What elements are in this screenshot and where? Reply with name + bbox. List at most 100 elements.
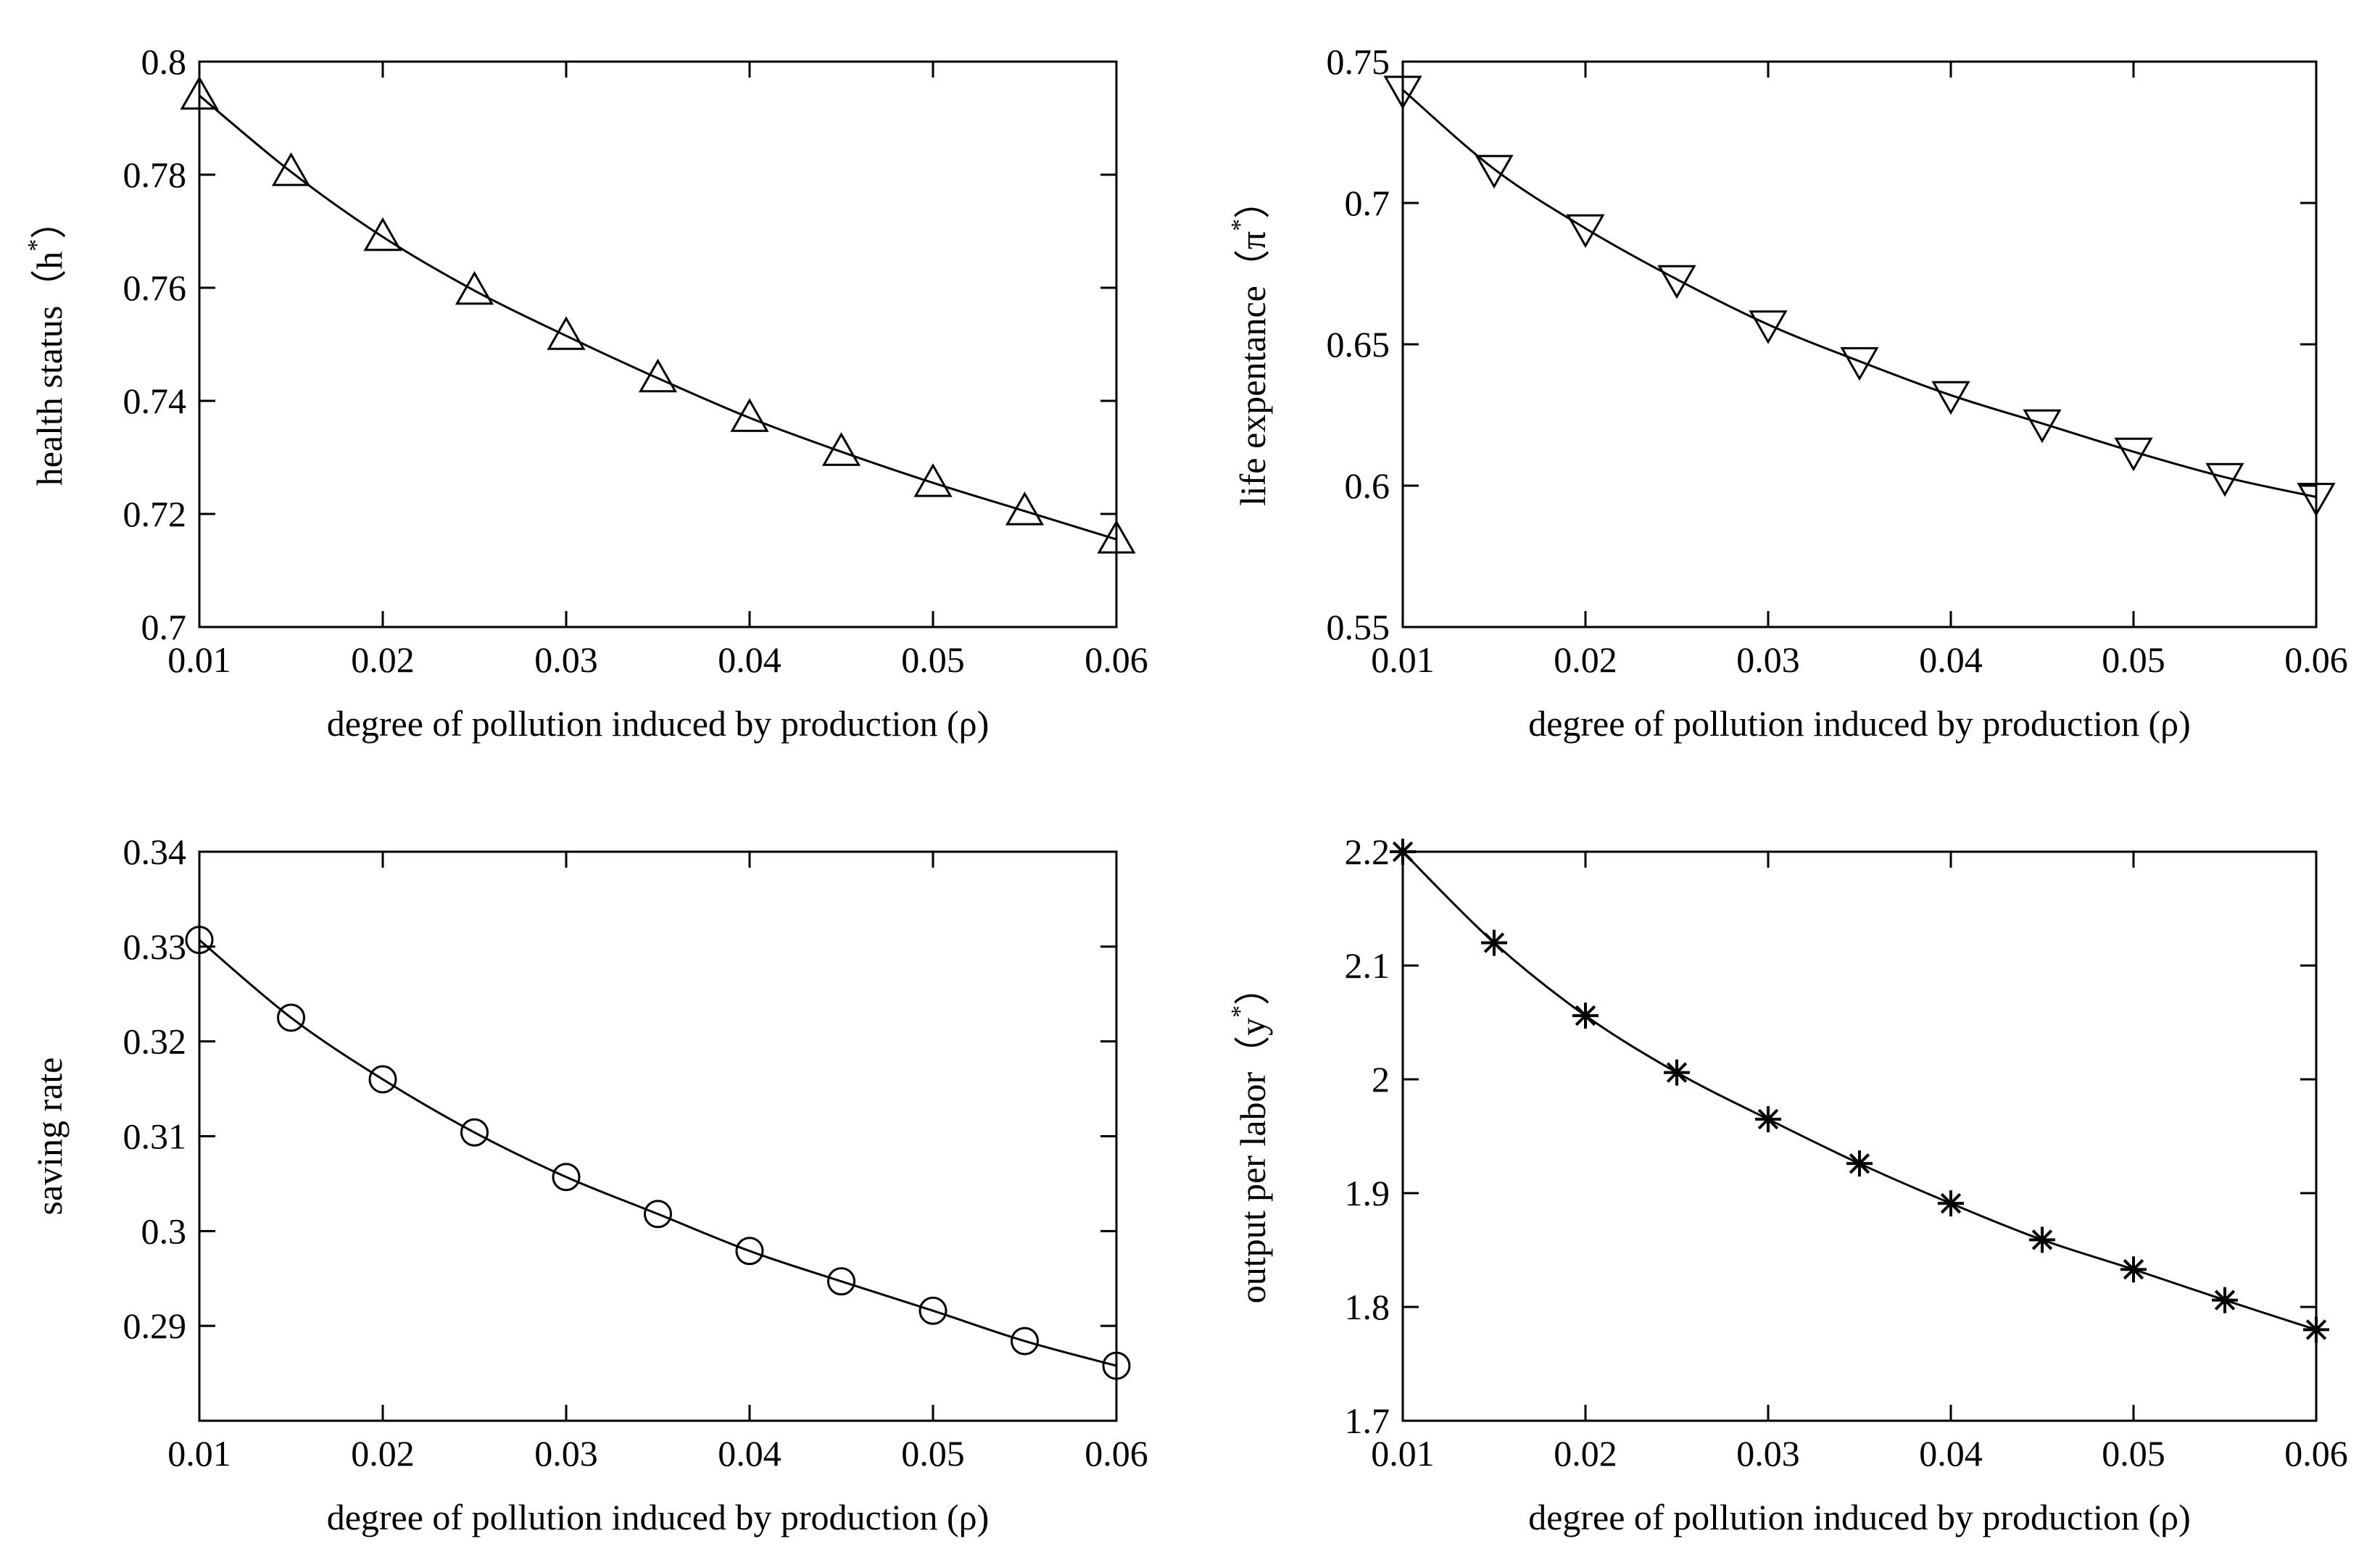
x-tick-label: 0.03: [534, 639, 598, 680]
y-tick-label: 0.29: [123, 1305, 187, 1346]
x-tick-label: 0.06: [2284, 1433, 2348, 1474]
data-point-marker: [2120, 1256, 2147, 1283]
y-tick-label: 1.7: [1345, 1400, 1390, 1441]
y-tick-label: 0.72: [123, 494, 187, 534]
data-point-marker: [1755, 1105, 1781, 1132]
x-tick-label: 0.06: [1085, 1433, 1148, 1474]
x-tick-label: 0.02: [351, 1433, 415, 1474]
y-axis-title: output per labor（y*）: [1227, 969, 1273, 1303]
y-tick-label: 0.33: [123, 926, 187, 967]
data-point-marker: [180, 75, 219, 110]
data-point-marker: [271, 152, 311, 186]
data-point-marker: [368, 1065, 397, 1094]
data-point-marker: [2205, 462, 2244, 497]
data-point-marker: [1481, 929, 1507, 956]
x-axis-title: degree of pollution induced by productio…: [327, 1497, 990, 1537]
y-tick-label: 0.3: [141, 1211, 187, 1251]
x-tick-label: 0.05: [2102, 639, 2165, 680]
x-tick-label: 0.02: [1554, 1433, 1617, 1474]
y-tick-label: 0.8: [141, 41, 187, 82]
data-point-marker: [2023, 409, 2062, 444]
data-point-marker: [1749, 310, 1788, 344]
data-point-marker: [1840, 346, 1879, 381]
y-tick-label: 1.8: [1345, 1287, 1390, 1327]
y-tick-label: 1.9: [1345, 1173, 1390, 1213]
y-axis-title: life expentance（π*）: [1227, 183, 1273, 506]
y-tick-label: 2: [1372, 1059, 1390, 1100]
y-tick-label: 0.65: [1327, 324, 1390, 365]
y-tick-label: 2.2: [1345, 831, 1390, 872]
data-point-marker: [1005, 491, 1045, 526]
data-point-marker: [455, 270, 494, 305]
x-tick-label: 0.03: [534, 1433, 598, 1474]
data-point-marker: [1102, 1351, 1131, 1380]
data-point-marker: [735, 1237, 764, 1266]
y-tick-label: 0.34: [123, 831, 187, 872]
axes-frame: [1401, 850, 2318, 1422]
x-axis-title: degree of pollution induced by productio…: [1528, 703, 2191, 744]
data-point-marker: [460, 1118, 489, 1147]
data-point-marker: [1383, 75, 1422, 110]
data-point-marker: [638, 358, 678, 393]
data-point-marker: [821, 432, 861, 466]
data-point-marker: [1846, 1150, 1873, 1177]
x-tick-label: 0.05: [901, 639, 965, 680]
y-tick-label: 0.74: [123, 381, 187, 421]
y-tick-label: 0.75: [1327, 41, 1390, 82]
x-tick-label: 0.03: [1736, 639, 1800, 680]
data-point-marker: [1390, 839, 1416, 865]
series-line: [1402, 88, 2317, 499]
y-tick-label: 0.55: [1327, 607, 1390, 647]
series-line: [199, 94, 1117, 541]
data-point-marker: [913, 463, 953, 497]
data-point-marker: [1566, 214, 1605, 249]
x-tick-label: 0.01: [1371, 1433, 1435, 1474]
data-point-marker: [2303, 1316, 2329, 1343]
x-tick-label: 0.02: [351, 639, 415, 680]
panel-saving-rate: 0.01 0.02 0.03 0.04 0.05 0.06 0.29 0.3 0.31 0.32 0…: [29, 831, 1148, 1537]
data-point-marker: [1664, 1059, 1690, 1086]
series-line: [1401, 850, 2317, 1331]
series-line: [199, 939, 1117, 1367]
y-tick-label: 0.32: [123, 1021, 187, 1062]
x-axis-title: degree of pollution induced by productio…: [1528, 1497, 2191, 1537]
axes-frame: [1401, 60, 2318, 628]
data-point-marker: [2297, 483, 2336, 517]
panel-health-status: 0.01 0.02 0.03 0.04 0.05 0.06 0.7 0.72 0.74 0.76 0…: [23, 41, 1148, 744]
data-point-marker: [277, 1003, 305, 1032]
x-tick-label: 0.03: [1736, 1433, 1800, 1474]
data-point-marker: [363, 217, 402, 252]
x-tick-label: 0.04: [1919, 1433, 1983, 1474]
data-point-marker: [552, 1163, 581, 1192]
panel-output-per-labor: 0.01 0.02 0.03 0.04 0.05 0.06 1.7 1.8 1.9 2 2.1 2.2…: [1227, 831, 2348, 1537]
data-point-marker: [1938, 1190, 1964, 1217]
panel-life-expectancy: 0.01 0.02 0.03 0.04 0.05 0.06 0.55 0.6 0.65 0.7 0.…: [1227, 41, 2348, 744]
y-tick-label: 0.7: [1345, 183, 1390, 223]
data-point-marker: [1475, 154, 1514, 189]
y-tick-label: 0.78: [123, 154, 187, 195]
x-tick-label: 0.01: [167, 1433, 231, 1474]
x-tick-label: 0.04: [718, 1433, 781, 1474]
x-tick-label: 0.05: [901, 1433, 965, 1474]
data-point-marker: [1931, 381, 1970, 415]
data-point-marker: [2212, 1287, 2238, 1313]
data-point-marker: [730, 398, 769, 432]
x-tick-label: 0.04: [1919, 639, 1983, 680]
y-tick-label: 0.6: [1345, 465, 1390, 506]
x-tick-label: 0.06: [2284, 639, 2348, 680]
y-axis-title: saving rate: [29, 1058, 70, 1216]
y-tick-label: 0.76: [123, 267, 187, 308]
data-point-marker: [1657, 265, 1696, 299]
data-point-marker: [919, 1296, 948, 1325]
y-tick-label: 2.1: [1345, 945, 1390, 986]
data-point-marker: [1097, 520, 1136, 554]
x-axis-title: degree of pollution induced by productio…: [327, 703, 990, 744]
data-point-marker: [547, 316, 586, 350]
y-tick-label: 0.7: [141, 607, 187, 647]
axes-frame: [198, 850, 1118, 1422]
y-tick-label: 0.31: [123, 1116, 187, 1157]
data-point-marker: [644, 1200, 672, 1229]
data-point-marker: [2114, 437, 2153, 472]
x-tick-label: 0.02: [1554, 639, 1617, 680]
x-tick-label: 0.04: [718, 639, 781, 680]
